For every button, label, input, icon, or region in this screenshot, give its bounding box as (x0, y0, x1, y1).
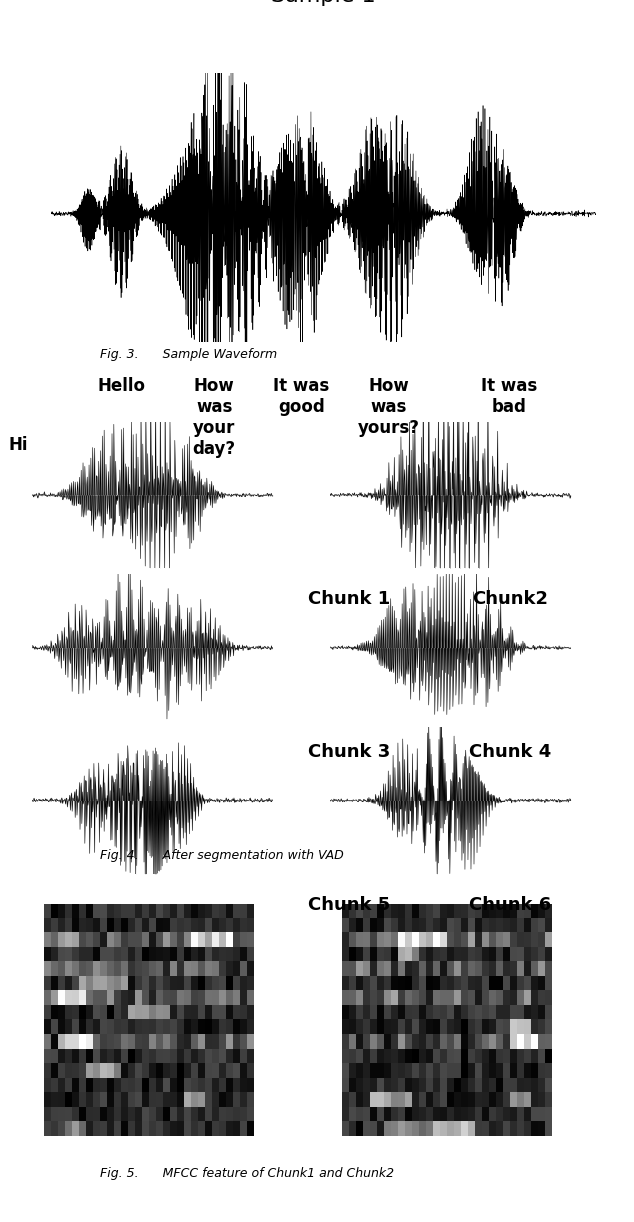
Text: Fig. 5.      MFCC feature of Chunk1 and Chunk2: Fig. 5. MFCC feature of Chunk1 and Chunk… (100, 1167, 394, 1179)
Text: It was
good: It was good (273, 378, 330, 415)
Text: Chunk 4: Chunk 4 (469, 743, 552, 761)
Text: Fig. 4.      After segmentation with VAD: Fig. 4. After segmentation with VAD (100, 849, 344, 862)
Text: How
was
your
day?: How was your day? (193, 378, 236, 457)
Text: Chunk 5: Chunk 5 (307, 896, 390, 914)
Text: How
was
yours?: How was yours? (358, 378, 420, 436)
Text: Fig. 3.      Sample Waveform: Fig. 3. Sample Waveform (100, 348, 277, 360)
Text: Sample 1: Sample 1 (271, 0, 376, 6)
Text: Chunk 3: Chunk 3 (307, 743, 390, 761)
Text: Hi: Hi (8, 436, 28, 453)
Text: Hello: Hello (98, 378, 146, 395)
Text: Chunk2: Chunk2 (472, 590, 548, 609)
Text: Chunk 6: Chunk 6 (469, 896, 552, 914)
Text: It was
bad: It was bad (481, 378, 537, 415)
Text: Chunk 1: Chunk 1 (307, 590, 390, 609)
